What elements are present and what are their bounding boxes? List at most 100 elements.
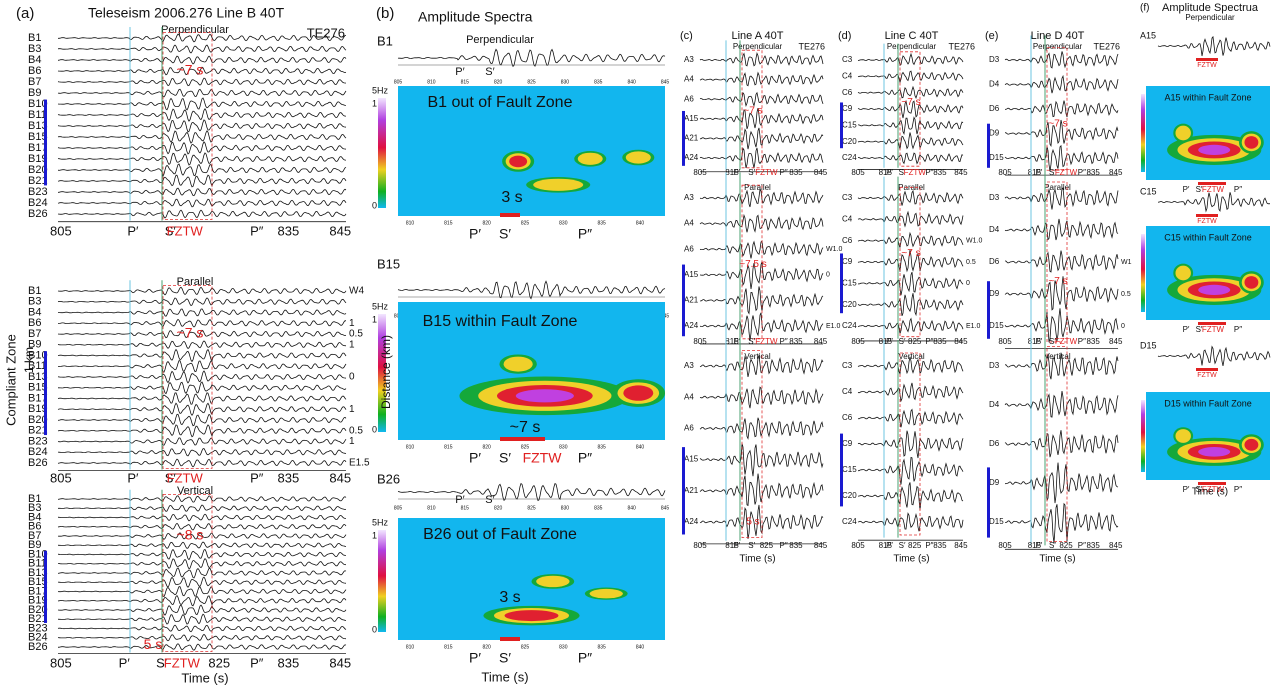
waveform (57, 340, 347, 350)
station-label: B23 (28, 622, 48, 634)
station-label: B13 (28, 120, 48, 132)
station-label: D3 (989, 361, 1000, 370)
tick-label: 845 (661, 313, 670, 319)
tick-label: 840 (636, 444, 645, 450)
phase-label: P″ (1234, 185, 1242, 194)
station-label: C9 (842, 439, 853, 448)
compliant-zone-bar (44, 99, 47, 186)
station-label: B19 (28, 595, 48, 607)
station-label: B9 (28, 87, 41, 99)
axis-label: 825 (908, 541, 922, 550)
station-label: A15 (684, 114, 699, 123)
phase-label: P′ (469, 226, 481, 242)
station-label: A6 (684, 94, 694, 103)
tick-label: 825 (521, 644, 530, 650)
waveform (57, 44, 347, 54)
x-axis-label: Time (s) (1192, 487, 1228, 498)
component-label: Parallel (744, 183, 771, 192)
waveform (57, 532, 347, 540)
axis-label: 815 (725, 541, 739, 550)
axis-label: FZTW (1055, 168, 1078, 177)
phase-label: P′ (455, 66, 464, 78)
compliant-zone-bar (987, 281, 990, 339)
waveform (1004, 187, 1119, 210)
tick-label: 805 (394, 505, 403, 511)
panel-title: Amplitude Spectra (418, 9, 533, 25)
waveform (699, 417, 824, 440)
phase-label: P′ (469, 450, 481, 466)
waveform (857, 52, 964, 67)
phase-label: P″ (578, 226, 592, 242)
waveform (57, 513, 346, 522)
axis-label: FZTW (904, 168, 927, 177)
fztw-marker (1198, 482, 1226, 485)
station-label: C9 (842, 104, 853, 113)
waveform (1004, 218, 1119, 241)
axis-label: 805 (998, 337, 1012, 346)
phase-label: P″ (1234, 485, 1242, 494)
fztw-box (162, 32, 213, 220)
waveform (57, 424, 347, 438)
panel-label: (e) (985, 30, 998, 42)
amplitude-label: W4 (349, 286, 364, 297)
waveform (57, 77, 347, 87)
tick-label: 805 (394, 79, 403, 85)
panel-title: Line C 40T (885, 30, 939, 42)
compliant-zone-bar (44, 351, 47, 436)
station-label: C4 (842, 387, 853, 396)
compliant-zone-bar (840, 253, 843, 314)
station-label: C4 (842, 71, 853, 80)
phase-label: FZTW (1202, 485, 1225, 494)
station-label: B17 (28, 585, 48, 597)
axis-label: FZTW (1055, 337, 1078, 346)
waveform (57, 624, 347, 633)
station-label: A3 (684, 361, 694, 370)
axis-label: P″ (925, 168, 933, 177)
tick-label: 830 (561, 505, 570, 511)
x-axis-label: Time (s) (181, 670, 228, 685)
waveform (57, 413, 347, 427)
colorbar (1141, 234, 1145, 312)
station-label: B26 (28, 641, 48, 653)
colorbar-label: 0 (372, 624, 377, 634)
axis-label: 805 (851, 337, 865, 346)
phase-label: P″ (578, 650, 592, 666)
amplitude-label: 0.5 (1121, 291, 1131, 298)
spectral-blob (533, 178, 584, 191)
waveform (57, 594, 347, 607)
fztw-label: FZTW (1197, 62, 1217, 69)
phase-label: P′ (455, 494, 464, 506)
axis-label: 805 (50, 655, 72, 670)
waveform (57, 613, 347, 625)
station-label: D15 (989, 153, 1004, 162)
waveform (57, 152, 346, 166)
station-label: B1 (28, 493, 41, 505)
compliant-zone-bar (44, 550, 47, 623)
station-label: B17 (28, 392, 48, 404)
tick-label: 810 (406, 444, 415, 450)
axis-label: 845 (329, 470, 351, 485)
waveform (857, 249, 964, 273)
axis-label: P′ (886, 541, 893, 550)
waveform (699, 261, 824, 290)
axis-label: 835 (1086, 541, 1100, 550)
station-label: B4 (28, 306, 41, 318)
station-label: B6 (28, 521, 41, 533)
station-label: C15 (1140, 186, 1157, 196)
axis-label: P″ (780, 337, 788, 346)
waveform (57, 392, 347, 405)
station-label: D15 (989, 517, 1004, 526)
station-label: B26 (377, 471, 400, 486)
waveform (699, 473, 824, 507)
component-label: Parallel (177, 276, 214, 288)
waveform (57, 522, 347, 531)
component-label: Vertical (744, 352, 770, 361)
waveform (1157, 345, 1271, 366)
waveform (699, 286, 824, 315)
tick-label: 835 (597, 644, 606, 650)
axis-label: S′ (1049, 337, 1056, 346)
station-label: B11 (28, 360, 47, 372)
annotation: 3 s (501, 189, 522, 206)
fztw-marker (500, 437, 545, 441)
fztw-marker (1198, 182, 1226, 185)
